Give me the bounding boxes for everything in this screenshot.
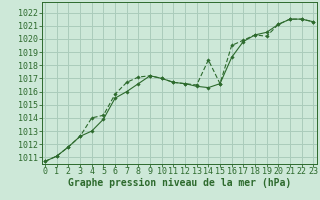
X-axis label: Graphe pression niveau de la mer (hPa): Graphe pression niveau de la mer (hPa) xyxy=(68,178,291,188)
